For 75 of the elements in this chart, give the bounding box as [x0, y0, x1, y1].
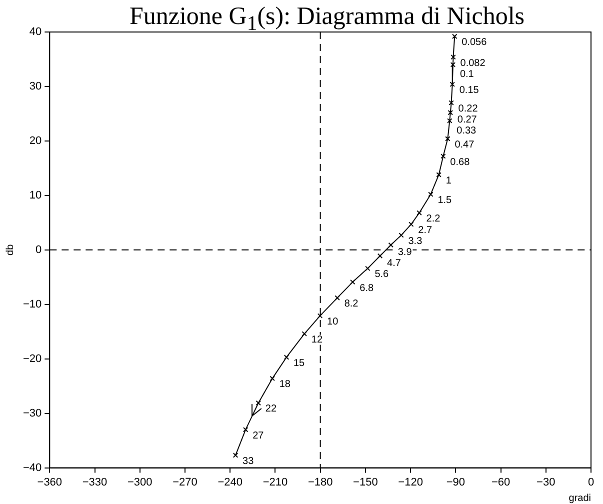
y-tick-label: 20: [29, 134, 42, 147]
point: [445, 136, 450, 142]
point: [448, 100, 454, 106]
annotation: 3.9: [398, 247, 412, 258]
annotation: 6.8: [360, 282, 374, 294]
annotation: 0.47: [454, 140, 475, 151]
point: [398, 232, 404, 238]
y-tick-label: −30: [22, 407, 42, 420]
point: [317, 313, 323, 318]
point: [447, 118, 452, 124]
point: [450, 62, 456, 68]
annotation: 0.22: [458, 104, 478, 115]
annotation: 27: [252, 430, 264, 442]
y-tick-label: 0: [36, 244, 42, 256]
point: [377, 253, 383, 259]
annotation: 0.056: [462, 37, 488, 48]
point: [416, 210, 422, 216]
point: [436, 172, 442, 178]
x-tick-label: −300: [127, 476, 152, 488]
y-tick-label: 40: [29, 26, 42, 38]
annotation: 2.7: [418, 225, 432, 236]
annotation: 0.082: [460, 58, 486, 69]
y-axis-title: db: [4, 244, 16, 256]
point: [365, 266, 370, 272]
x-tick-label: −90: [446, 476, 465, 488]
annotation: 4.7: [387, 258, 402, 270]
y-tick-label: −20: [22, 352, 42, 365]
y-tick-label: 10: [29, 189, 42, 202]
point: [448, 110, 454, 116]
annotation: 3.3: [408, 236, 423, 248]
annotation: 8.2: [344, 298, 359, 310]
x-axis-title: gradi: [568, 492, 591, 504]
x-tick-label: −240: [218, 476, 242, 488]
chart-title: Funzione G$_{1}$(s): Diagramma di Nichols: [128, 2, 526, 37]
x-tick-label: −60: [491, 476, 510, 488]
annotation: 0.68: [450, 156, 470, 168]
annotation: 0.15: [459, 85, 480, 96]
point: [256, 400, 261, 406]
x-tick-label: −270: [172, 476, 198, 488]
x-tick-label: −210: [262, 476, 288, 488]
y-tick-label: −40: [22, 462, 42, 474]
point: [428, 192, 434, 197]
point: [440, 154, 446, 159]
y-tick-label: 30: [29, 80, 42, 93]
annotation: 18: [279, 379, 291, 390]
point: [450, 54, 456, 60]
point: [302, 331, 308, 336]
annotation: 10: [327, 316, 339, 328]
annotation: 2.2: [426, 214, 441, 225]
y-tick-label: −10: [22, 298, 42, 310]
annotation: 0.1: [460, 68, 474, 80]
x-tick-label: −330: [82, 476, 108, 488]
x-tick-label: −360: [37, 476, 62, 488]
x-tick-label: −30: [536, 476, 556, 488]
point: [242, 427, 248, 432]
point: [270, 376, 275, 382]
point: [450, 82, 455, 87]
annotation: 12: [311, 334, 323, 346]
point: [334, 295, 340, 300]
annotation: 22: [265, 404, 277, 415]
x-tick-label: −120: [398, 476, 423, 488]
annotation: 5.6: [374, 269, 390, 280]
annotation: 15: [293, 358, 306, 369]
x-tick-label: −150: [353, 476, 378, 488]
x-tick-label: −180: [308, 476, 333, 488]
annotation: 1.5: [438, 195, 452, 206]
point: [408, 222, 414, 227]
annotation: 33: [242, 456, 254, 468]
x-tick-label: 0: [588, 476, 594, 488]
point: [350, 279, 356, 285]
annotation: 1: [446, 175, 452, 186]
point: [388, 242, 394, 248]
annotation: 0.27: [457, 114, 478, 126]
point: [284, 354, 290, 360]
annotation: 0.33: [456, 126, 477, 137]
